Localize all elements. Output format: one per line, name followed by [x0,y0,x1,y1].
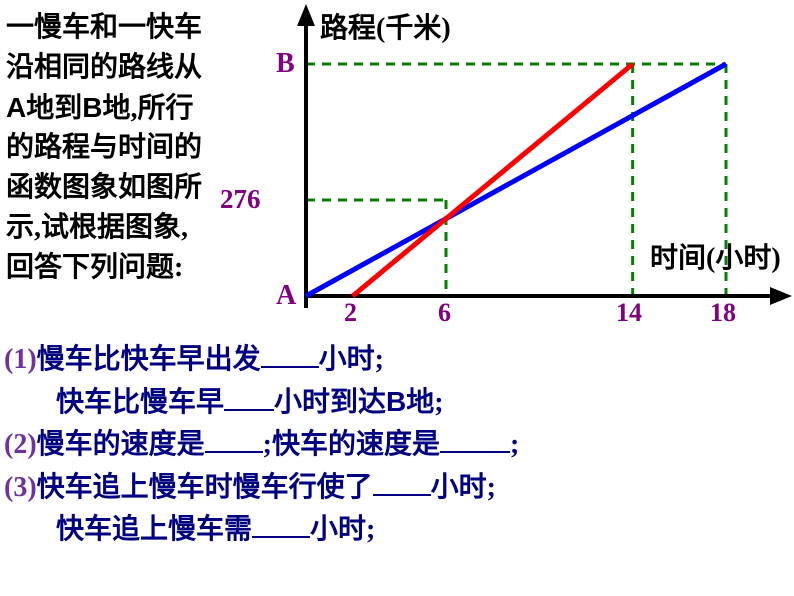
q2a-pre: 慢车的速度是 [37,429,205,460]
q1b: 快车比慢车早 小时到达B地; [4,381,784,424]
x-axis-label: 时间(小时) [650,236,781,276]
q3b-post: 小时; [310,514,375,545]
x-arrow-icon [770,287,792,305]
q2: (2)慢车的速度是 ;快车的速度是; [4,423,784,466]
blank-q1a [261,338,319,368]
container: 一慢车和一快车 沿相同的路线从 A地到B地,所行 的路程与时间的 函数图象如图所… [0,0,794,596]
p-line4: 的路程与时间的 [6,132,202,163]
q3a-post: 小时; [431,472,496,503]
q2a-post: ;快车的速度是 [263,429,440,460]
q3-label: (3) [4,472,37,503]
q1: (1)慢车比快车早出发 小时; [4,338,784,381]
fast-line [353,64,633,296]
chart-svg [262,0,792,340]
p-line6: 示,试根据图象, [6,212,188,243]
questions: (1)慢车比快车早出发小时; 快车比慢车早小时到达B地; (2)慢车的速度是;快… [4,338,784,551]
p-line5: 函数图象如图所 [6,172,202,203]
blank-q3b [252,508,310,538]
p-line1: 一慢车和一快车 [6,12,202,43]
q2-label: (2) [4,429,37,460]
q1b-mid: 小时到达 [274,387,386,418]
blank-q2b [440,423,510,453]
y-276: 276 [220,184,261,215]
y-arrow-icon [297,4,315,26]
q3b-pre: 快车追上慢车需 [56,514,252,545]
tick-2: 2 [344,298,357,328]
p-line3-mid: 地到 [26,93,82,124]
tick-6: 6 [438,298,451,328]
q3b: 快车追上慢车需 小时; [4,508,784,551]
q1-label: (1) [4,344,37,375]
q1b-post: 地; [406,387,443,418]
p-line3-post: 地,所行 [102,93,193,124]
q3: (3)快车追上慢车时慢车行使了 小时; [4,466,784,509]
p-line7: 回答下列问题: [6,252,183,283]
problem-text: 一慢车和一快车 沿相同的路线从 A地到B地,所行 的路程与时间的 函数图象如图所… [6,8,256,287]
A-label: A [276,280,296,312]
tick-18: 18 [710,298,736,328]
chart: 路程(千米) 时间(小时) B A 276 2 6 14 18 [262,0,792,340]
blank-q2a [205,423,263,453]
p-A: A [6,92,26,123]
q1b-B: B [386,386,406,417]
blank-q3a [373,466,431,496]
tick-14: 14 [616,298,642,328]
p-B: B [82,92,102,123]
q2-end: ; [510,429,519,460]
blank-q1b [224,381,274,411]
q1a-post: 小时; [319,344,384,375]
B-label: B [276,48,295,80]
y-axis-label: 路程(千米) [320,6,451,46]
q1a-pre: 慢车比快车早出发 [37,344,261,375]
q3a-pre: 快车追上慢车时慢车行使了 [37,472,373,503]
p-line2: 沿相同的路线从 [6,52,202,83]
q1b-pre: 快车比慢车早 [56,387,224,418]
